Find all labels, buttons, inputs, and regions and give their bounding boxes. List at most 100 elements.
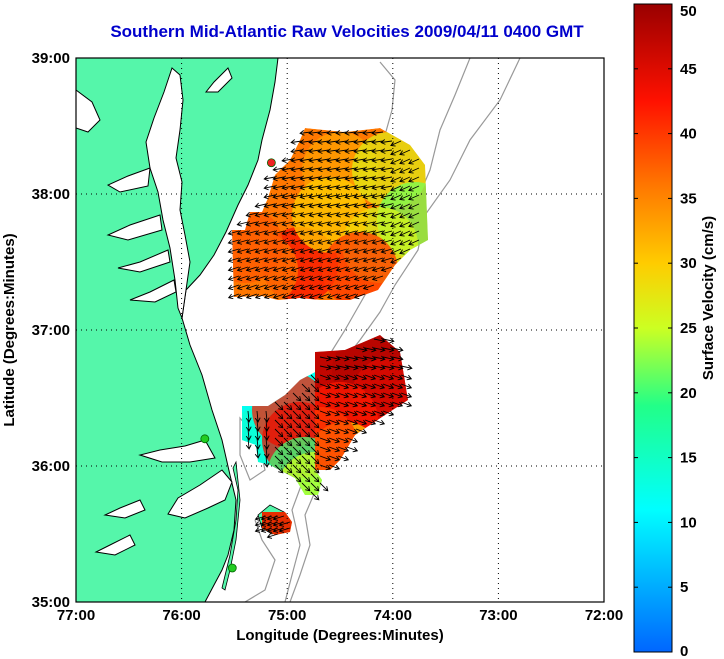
velocity-arrow	[391, 374, 404, 381]
radar-station-marker	[266, 158, 276, 168]
pamlico-sound	[167, 469, 233, 519]
velocity-arrow	[299, 175, 312, 182]
velocity-arrow	[317, 148, 330, 154]
velocity-arrow	[362, 284, 375, 291]
velocity-arrow	[353, 130, 366, 136]
velocity-arrow	[399, 194, 411, 201]
velocity-arrow	[308, 266, 321, 272]
velocity-arrow	[308, 184, 321, 191]
velocity-arrow	[254, 220, 267, 227]
velocity-arrow	[373, 401, 386, 408]
velocity-arrow	[362, 257, 375, 263]
velocity-arrow	[408, 239, 420, 246]
velocity-arrow	[353, 139, 366, 145]
velocity-arrow	[263, 230, 276, 236]
velocity-arrow	[317, 211, 330, 218]
velocity-arrow	[227, 284, 240, 291]
velocity-arrow	[317, 275, 330, 282]
velocity-arrow	[227, 248, 240, 254]
velocity-arrow	[281, 184, 294, 191]
velocity-arrow	[335, 202, 348, 209]
velocity-arrow	[344, 193, 357, 200]
velocity-arrow	[283, 401, 293, 411]
velocity-arrow	[380, 148, 393, 154]
velocity-arrow	[254, 446, 261, 459]
velocity-arrow	[371, 230, 384, 236]
velocity-arrow	[391, 346, 404, 353]
velocity-arrow	[335, 220, 348, 227]
velocity-arrow	[391, 383, 404, 390]
velocity-arrow	[290, 211, 303, 218]
velocity-arrow	[344, 220, 357, 227]
velocity-arrow	[353, 257, 366, 263]
velocity-arrow	[283, 437, 293, 447]
lon-tick-label: 76:00	[162, 607, 200, 624]
velocity-arrow	[335, 175, 348, 182]
velocity-arrow	[245, 293, 258, 300]
velocity-arrow	[335, 166, 348, 173]
velocity-arrow	[380, 166, 393, 173]
velocity-arrow	[274, 419, 284, 429]
velocity-arrow	[353, 184, 366, 191]
velocity-arrow	[245, 284, 258, 291]
velocity-arrow	[353, 202, 366, 209]
velocity-arrow	[290, 166, 303, 173]
longitude-tick-labels: 77:00 76:00 75:00 74:00 73:00 72:00	[57, 607, 623, 624]
velocity-arrow	[290, 293, 303, 300]
velocity-arrow	[299, 293, 312, 300]
velocity-arrow	[308, 175, 321, 182]
velocity-arrow	[272, 275, 285, 282]
velocity-arrow	[299, 266, 312, 272]
velocity-arrow	[299, 139, 312, 145]
velocity-arrow	[301, 455, 311, 465]
velocity-arrow	[399, 158, 411, 165]
velocity-arrow	[335, 293, 348, 300]
velocity-arrow	[326, 139, 339, 145]
velocity-arrow	[227, 230, 240, 236]
velocity-arrow	[326, 266, 339, 272]
velocity-arrow	[263, 202, 276, 209]
velocity-arrow	[227, 266, 240, 272]
colorbar-tick-label: 50	[680, 3, 697, 20]
velocity-arrow	[328, 401, 341, 408]
velocity-arrow	[355, 401, 368, 408]
velocity-arrow	[326, 275, 339, 282]
velocity-arrow	[274, 428, 284, 438]
velocity-arrow	[335, 230, 348, 236]
velocity-arrow	[272, 248, 285, 254]
velocity-arrow	[281, 293, 294, 300]
velocity-arrow	[355, 383, 368, 390]
lon-tick-label: 74:00	[374, 607, 412, 624]
velocity-arrow	[364, 364, 377, 371]
velocity-arrow	[299, 230, 312, 236]
velocity-arrow	[317, 293, 330, 300]
velocity-arrow	[400, 383, 413, 390]
velocity-arrow	[380, 266, 393, 272]
velocity-arrow	[355, 392, 368, 399]
velocity-arrow	[254, 275, 267, 282]
velocity-arrow	[301, 392, 311, 402]
velocity-arrow	[326, 211, 339, 218]
velocity-arrow	[308, 230, 321, 236]
velocity-arrow	[272, 220, 285, 227]
y-axis-label: Latitude (Degrees:Minutes)	[1, 233, 18, 426]
velocity-arrow	[310, 464, 320, 474]
velocity-arrow	[301, 410, 311, 420]
velocity-arrow	[364, 355, 377, 362]
velocity-arrow	[274, 455, 284, 465]
colorbar-tick-label: 10	[680, 514, 697, 531]
velocity-arrow	[319, 455, 332, 462]
velocity-arrow	[317, 266, 330, 272]
velocity-arrow	[263, 220, 276, 227]
velocity-arrow	[299, 166, 312, 173]
velocity-arrow	[292, 446, 302, 456]
velocity-arrow	[364, 392, 377, 399]
velocity-arrow	[371, 220, 384, 227]
velocity-arrow	[400, 374, 413, 381]
velocity-arrow	[337, 355, 350, 362]
velocity-arrow	[328, 419, 341, 426]
velocity-arrow	[299, 257, 312, 263]
velocity-arrow	[310, 482, 320, 492]
velocity-arrow	[272, 184, 285, 191]
